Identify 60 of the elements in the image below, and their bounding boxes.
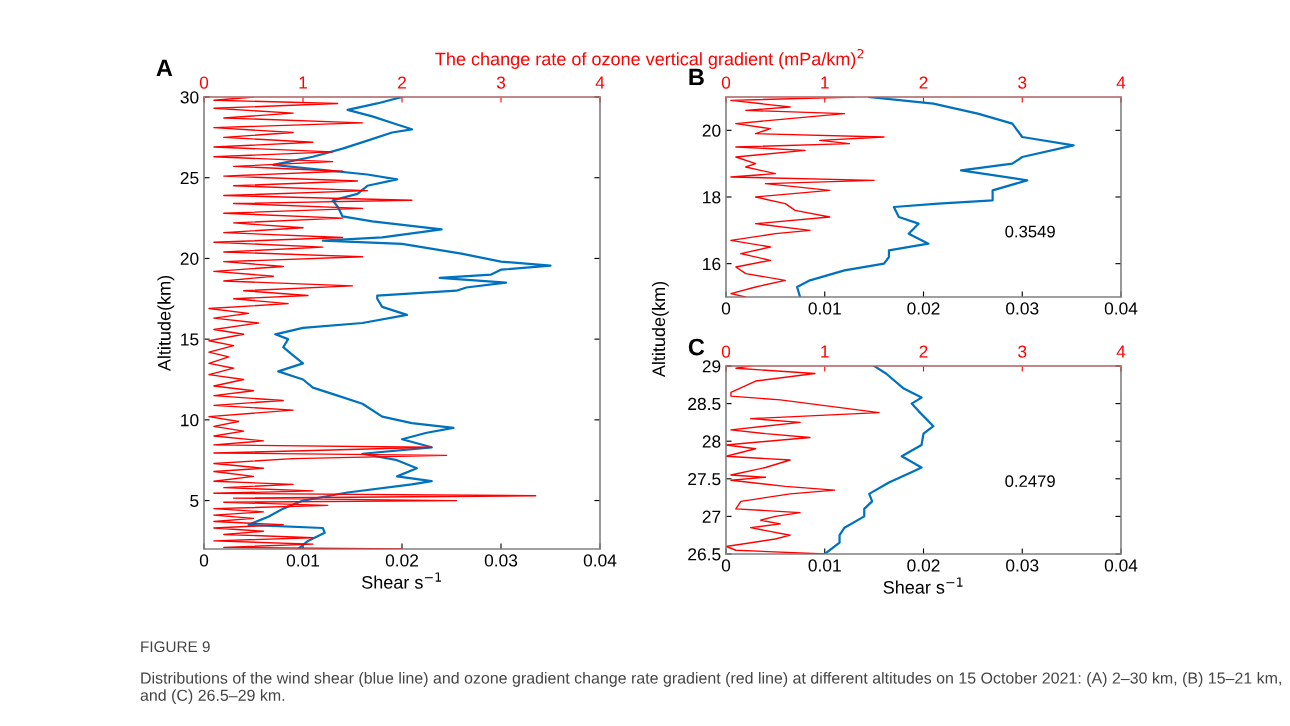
y-tick-label: 29: [702, 360, 721, 373]
y-tick-label: 28: [702, 435, 721, 448]
x-tick-label: 0.04: [1104, 559, 1138, 572]
x-tick-label: 0.03: [484, 554, 518, 567]
x-tick-label: 0.02: [907, 302, 940, 315]
x-axis-title: Shear s$^{−1}$: [362, 572, 442, 589]
y-tick-label: 25: [180, 171, 199, 185]
x-axis-title: Shear s$^{−1}$: [883, 577, 963, 594]
annotation: 0.2479: [1005, 475, 1055, 488]
x2-tick-label: 1: [299, 76, 307, 89]
x2-tick-label: 0: [721, 345, 731, 358]
line-series: [795, 97, 1075, 297]
y-tick-label: 16: [703, 257, 721, 271]
caption: FIGURE 9: [141, 641, 210, 653]
y-tick-label: 26.5: [688, 548, 721, 561]
y-tick-label: 10: [181, 414, 199, 427]
y-axis-title: Altitude(km): [651, 281, 669, 378]
x2-tick-label: 2: [919, 345, 928, 358]
x2-tick-label: 0: [199, 76, 209, 89]
y-tick-label: 27: [702, 510, 721, 523]
x-tick-label: 0.02: [385, 554, 419, 567]
x-tick-label: 0: [199, 554, 209, 567]
x-tick-label: 0.03: [1006, 302, 1039, 315]
x2-tick-label: 4: [1116, 345, 1126, 358]
chart-title: A: [156, 59, 173, 76]
x-tick-label: 0.04: [583, 554, 617, 567]
x2-tick-label: 3: [496, 76, 506, 89]
x2-tick-label: 0: [721, 76, 731, 89]
y-tick-label: 5: [190, 494, 199, 508]
x2-tick-label: 2: [919, 76, 928, 89]
x-tick-label: 0.04: [1104, 302, 1138, 315]
y-tick-label: 20: [180, 252, 199, 265]
x-tick-label: 0.01: [808, 559, 841, 572]
text: Distributions of the wind shear (blue line) and ozone gradient change rate gradient (red line) at different altitudes on 15 October 2021: (A) 2–30 km, (B) 15–21 km, and (C) 26.5–29 km.: [140, 672, 1281, 705]
x2-tick-label: 1: [821, 345, 829, 358]
x-tick-label: 0.01: [286, 554, 320, 567]
line-series: [247, 97, 552, 549]
x-tick-label: 0.02: [907, 559, 940, 572]
chart-title: C: [688, 338, 705, 356]
y-tick-label: 30: [180, 91, 199, 104]
x-tick-label: 0: [721, 302, 731, 315]
x2-tick-label: 3: [1018, 345, 1027, 358]
line-series: [823, 366, 935, 554]
x2-axis-title: The change rate of ozone vertical gradient (mPa/km)$^{2}$: [435, 48, 864, 69]
y-tick-label: 18: [703, 191, 721, 204]
y-tick-label: 28.5: [688, 397, 721, 411]
y-axis-title: Altitude(km): [157, 275, 175, 372]
x-tick-label: 0.03: [1006, 559, 1039, 572]
y-tick-label: 20: [702, 124, 721, 137]
x2-tick-label: 3: [1018, 76, 1027, 89]
x-tick-label: 0.01: [808, 302, 841, 315]
x2-tick-label: 4: [1116, 76, 1126, 89]
x2-tick-label: 2: [398, 76, 406, 89]
x2-tick-label: 4: [595, 76, 605, 89]
y-tick-label: 15: [181, 333, 199, 346]
x2-tick-label: 1: [821, 76, 829, 89]
x-tick-label: 0: [721, 559, 731, 572]
y-tick-label: 27.5: [688, 472, 721, 486]
chart-title: B: [689, 68, 704, 86]
annotation: 0.3549: [1005, 225, 1055, 238]
